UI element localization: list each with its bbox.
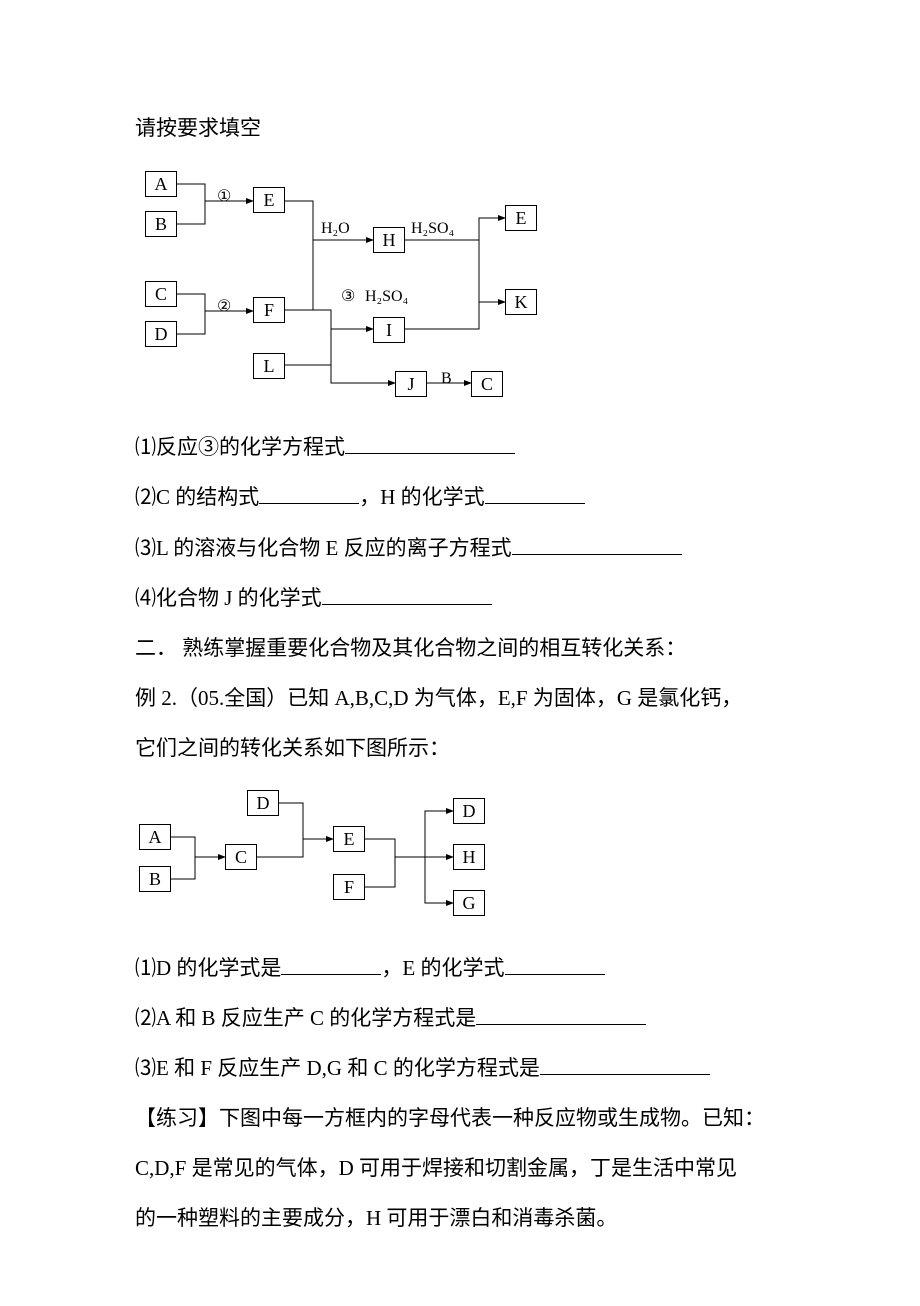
d1-circ-c1: ① <box>217 189 231 205</box>
ex2-l1: 例 2.（05.全国）已知 A,B,C,D 为气体，E,F 为固体，G 是氯化钙… <box>135 675 790 721</box>
q2-2: ⑵A 和 B 反应生产 C 的化学方程式是 <box>135 995 790 1041</box>
ex2-l2: 它们之间的转化关系如下图所示： <box>135 725 790 771</box>
d1-node-J: J <box>395 371 427 397</box>
practice-l1: 【练习】下图中每一方框内的字母代表一种反应物或生成物。已知： <box>135 1095 790 1141</box>
d1-node-C2: C <box>471 371 503 397</box>
d1-circ-c2: ② <box>217 299 231 315</box>
d1-label-h2so4b: H₂SO₄ <box>365 289 408 305</box>
diagram-2-lines <box>135 782 505 927</box>
q1-2a-blank[interactable] <box>259 480 359 504</box>
d1-node-I: I <box>373 317 405 343</box>
q1-3-text: ⑶L 的溶液与化合物 E 反应的离子方程式 <box>135 536 512 560</box>
section2-title: 二． 熟练掌握重要化合物及其化合物之间的相互转化关系： <box>135 625 790 671</box>
q2-1b-text: ，E 的化学式 <box>381 956 504 980</box>
q1-1-text: ⑴反应③的化学方程式 <box>135 435 345 459</box>
q1-2: ⑵C 的结构式 ，H 的化学式 <box>135 474 790 520</box>
q2-1b-blank[interactable] <box>505 950 605 974</box>
d2-node-D2: D <box>453 798 485 824</box>
d2-node-E: E <box>333 826 365 852</box>
q2-1: ⑴D 的化学式是 ，E 的化学式 <box>135 945 790 991</box>
d1-label-b: B <box>441 371 452 387</box>
intro-text: 请按要求填空 <box>135 105 790 151</box>
diagram-1-lines <box>135 161 555 406</box>
d1-circ-c3: ③ <box>341 289 355 305</box>
q1-2b-blank[interactable] <box>485 480 585 504</box>
q2-1a-text: ⑴D 的化学式是 <box>135 956 281 980</box>
d1-node-H: H <box>373 227 405 253</box>
d1-node-A: A <box>145 171 177 197</box>
d2-node-C: C <box>225 844 257 870</box>
d1-node-K: K <box>505 289 537 315</box>
d1-label-h2o: H₂O <box>321 221 350 237</box>
q1-3-blank[interactable] <box>512 530 682 554</box>
d1-node-B: B <box>145 211 177 237</box>
q1-4: ⑷化合物 J 的化学式 <box>135 575 790 621</box>
q2-3-blank[interactable] <box>540 1051 710 1075</box>
q1-4-blank[interactable] <box>322 581 492 605</box>
practice-l2: C,D,F 是常见的气体，D 可用于焊接和切割金属，丁是生活中常见 <box>135 1145 790 1191</box>
page: 请按要求填空 <box>0 0 920 1306</box>
q2-2-blank[interactable] <box>476 1001 646 1025</box>
q1-3: ⑶L 的溶液与化合物 E 反应的离子方程式 <box>135 525 790 571</box>
d1-node-E1: E <box>253 187 285 213</box>
q2-1a-blank[interactable] <box>281 950 381 974</box>
q2-2-text: ⑵A 和 B 反应生产 C 的化学方程式是 <box>135 1006 476 1030</box>
q2-3: ⑶E 和 F 反应生产 D,G 和 C 的化学方程式是 <box>135 1045 790 1091</box>
d2-node-H: H <box>453 844 485 870</box>
q1-2b-text: ，H 的化学式 <box>359 485 484 509</box>
d2-node-F: F <box>333 874 365 900</box>
d1-node-L: L <box>253 353 285 379</box>
q2-3-text: ⑶E 和 F 反应生产 D,G 和 C 的化学方程式是 <box>135 1056 540 1080</box>
q1-1: ⑴反应③的化学方程式 <box>135 424 790 470</box>
practice-l3: 的一种塑料的主要成分，H 可用于漂白和消毒杀菌。 <box>135 1195 790 1241</box>
d1-node-E2: E <box>505 205 537 231</box>
d2-node-A: A <box>139 824 171 850</box>
d2-node-G: G <box>453 890 485 916</box>
d1-node-C: C <box>145 281 177 307</box>
d1-node-F: F <box>253 297 285 323</box>
q1-2a-text: ⑵C 的结构式 <box>135 485 259 509</box>
diagram-2: ABCDEFDHG <box>135 782 505 927</box>
d2-node-D1: D <box>247 790 279 816</box>
d1-node-D: D <box>145 321 177 347</box>
d1-label-h2so4a: H₂SO₄ <box>411 221 454 237</box>
diagram-1: ABECDFLHIJEKCH₂OH₂SO₄H₂SO₄B①②③ <box>135 161 555 406</box>
q1-1-blank[interactable] <box>345 430 515 454</box>
q1-4-text: ⑷化合物 J 的化学式 <box>135 586 322 610</box>
d2-node-B: B <box>139 866 171 892</box>
